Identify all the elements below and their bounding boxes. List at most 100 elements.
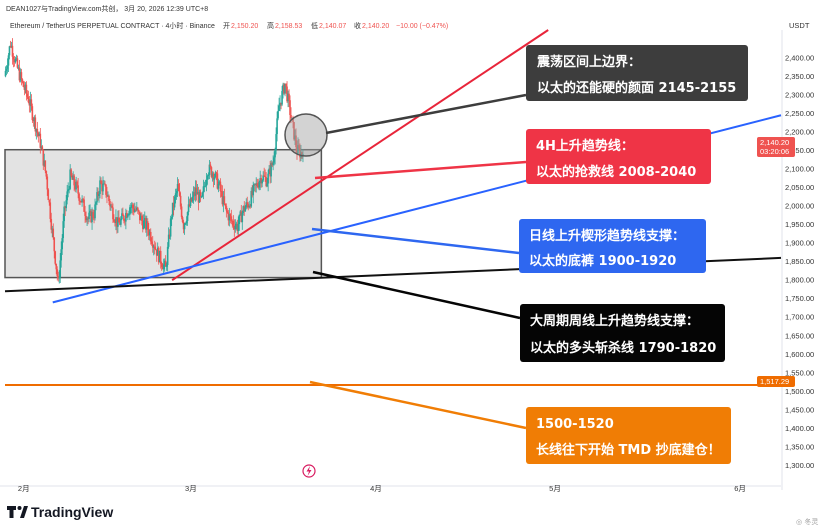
candle-body xyxy=(90,210,92,223)
candle-body xyxy=(281,91,283,105)
candle-body xyxy=(295,135,297,148)
candle-body xyxy=(256,183,258,186)
candle-body xyxy=(179,195,182,207)
candle-body xyxy=(151,243,154,248)
x-tick-label: 2月 xyxy=(18,484,30,493)
candle-body xyxy=(61,238,64,250)
event-marker[interactable] xyxy=(302,464,316,478)
y-tick-label: 1,850.00 xyxy=(785,257,814,266)
svg-text:以太的还能硬的颜面 2145-2155: 以太的还能硬的颜面 2145-2155 xyxy=(537,80,736,96)
candle-body xyxy=(217,183,220,189)
candle-body xyxy=(79,200,81,202)
y-tick-label: 2,250.00 xyxy=(785,109,814,118)
candle-body xyxy=(138,210,140,212)
candle-body xyxy=(195,187,198,195)
y-tick-label: 1,900.00 xyxy=(785,239,814,248)
candle-body xyxy=(53,237,56,252)
candle-body xyxy=(98,194,100,197)
candle-body xyxy=(246,202,249,205)
candle-body xyxy=(223,196,226,204)
candle-body xyxy=(165,264,168,267)
symbol-legend: Ethereum / TetherUS PERPETUAL CONTRACT ·… xyxy=(10,21,448,30)
candle-body xyxy=(182,222,185,230)
y-tick-label: 1,650.00 xyxy=(785,331,814,340)
candle-body xyxy=(37,132,40,137)
candle-body xyxy=(120,219,122,225)
candle-body xyxy=(83,199,85,212)
candle-body xyxy=(115,217,117,223)
candle-body xyxy=(291,117,293,119)
tradingview-logo-icon xyxy=(7,506,16,518)
candle-body xyxy=(227,212,230,221)
svg-text:以太的抢救线 2008-2040: 以太的抢救线 2008-2040 xyxy=(536,164,696,180)
svg-text:2,140.20: 2,140.20 xyxy=(760,138,789,147)
candle-body xyxy=(149,231,152,242)
candle-body xyxy=(231,220,234,222)
y-tick-label: 2,200.00 xyxy=(785,127,814,136)
candle-body xyxy=(181,217,184,223)
candle-body xyxy=(124,220,126,222)
candle-body xyxy=(270,163,272,177)
candle-body xyxy=(160,263,163,267)
candle-body xyxy=(192,192,195,197)
candle-body xyxy=(282,84,284,92)
annotation-orange-level: 1500-1520 长线往下开始 TMD 抄底建仓！ xyxy=(526,407,731,464)
candle-body xyxy=(38,133,41,137)
candle-body xyxy=(31,106,34,121)
candle-body xyxy=(20,72,23,80)
y-tick-label: 1,600.00 xyxy=(785,350,814,359)
candle-body xyxy=(239,211,242,215)
candle-body xyxy=(166,246,169,265)
pointer-black xyxy=(312,270,521,320)
candle-body xyxy=(229,214,232,217)
candle-body xyxy=(16,58,19,68)
candle-body xyxy=(99,180,101,195)
candle-body xyxy=(197,192,200,203)
candle-body xyxy=(216,173,219,189)
candle-body xyxy=(142,220,145,229)
candle-body xyxy=(146,221,149,230)
candle-body xyxy=(279,102,281,106)
svg-text:大周期周线上升趋势线支撑：: 大周期周线上升趋势线支撑： xyxy=(530,313,699,329)
candle-body xyxy=(54,251,57,264)
candle-body xyxy=(299,148,301,158)
candle-body xyxy=(225,206,228,211)
ohlc-close-label: 收 xyxy=(354,21,361,30)
candle-body xyxy=(147,229,150,236)
candle-body xyxy=(260,178,262,184)
candle-body xyxy=(102,183,104,192)
candle-body xyxy=(267,173,269,184)
candle-body xyxy=(244,207,247,212)
candle-body xyxy=(159,250,162,264)
candle-body xyxy=(91,212,93,223)
candle-body xyxy=(96,192,98,203)
y-tick-label: 1,700.00 xyxy=(785,313,814,322)
candle-body xyxy=(42,149,45,166)
candle-body xyxy=(236,223,239,232)
candle-body xyxy=(275,134,277,150)
pointer-orange xyxy=(309,380,527,430)
svg-text:1,517.29: 1,517.29 xyxy=(760,377,789,386)
candle-body xyxy=(128,213,130,215)
candle-body xyxy=(68,188,70,190)
candle-body xyxy=(190,197,193,202)
svg-text:1500-1520: 1500-1520 xyxy=(536,417,614,432)
ohlc-open-label: 开 xyxy=(223,22,230,30)
current-price-tag: 2,140.20 03:20:06 xyxy=(757,137,795,157)
candle-body xyxy=(105,184,107,195)
candle-body xyxy=(285,83,287,87)
candles xyxy=(4,38,304,284)
candle-body xyxy=(93,217,95,219)
candle-body xyxy=(81,198,83,203)
candle-body xyxy=(221,191,224,205)
candle-body xyxy=(272,162,274,166)
candle-body xyxy=(264,176,266,178)
candle-body xyxy=(87,218,89,220)
candle-body xyxy=(254,184,257,186)
candle-body xyxy=(161,266,164,270)
y-tick-label: 1,550.00 xyxy=(785,368,814,377)
candle-body xyxy=(280,102,282,105)
candle-body xyxy=(41,146,44,150)
candle-body xyxy=(32,120,35,122)
y-tick-label: 2,350.00 xyxy=(785,72,814,81)
